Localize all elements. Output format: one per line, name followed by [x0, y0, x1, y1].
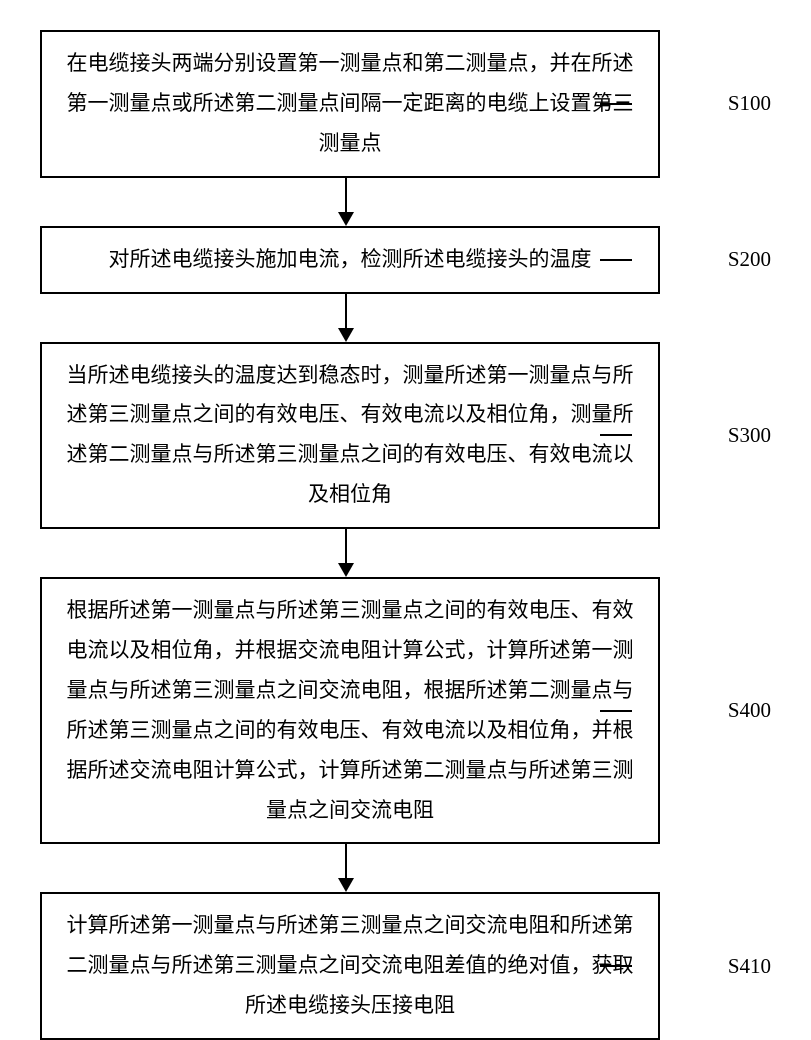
label-connector — [600, 253, 632, 267]
step-label-s100: S100 — [720, 91, 771, 116]
step-row: 根据所述第一测量点与所述第三测量点之间的有效电压、有效电流以及相位角，并根据交流… — [40, 577, 771, 844]
label-connector — [600, 97, 632, 111]
step-label-s200: S200 — [720, 247, 771, 272]
step-label-s300: S300 — [720, 423, 771, 448]
step-box-s400: 根据所述第一测量点与所述第三测量点之间的有效电压、有效电流以及相位角，并根据交流… — [40, 577, 660, 844]
arrow-shaft — [345, 529, 347, 563]
step-text: 对所述电缆接头施加电流，检测所述电缆接头的温度 — [109, 247, 592, 271]
label-connector — [600, 704, 632, 718]
flowchart-container: 在电缆接头两端分别设置第一测量点和第二测量点，并在所述第一测量点或所述第二测量点… — [40, 30, 771, 1040]
arrow-icon — [338, 844, 354, 892]
step-label-s410: S410 — [720, 954, 771, 979]
label-connector — [600, 959, 632, 973]
step-row: 在电缆接头两端分别设置第一测量点和第二测量点，并在所述第一测量点或所述第二测量点… — [40, 30, 771, 178]
arrow-shaft — [345, 294, 347, 328]
arrow-head-icon — [338, 328, 354, 342]
step-row: 计算所述第一测量点与所述第三测量点之间交流电阻和所述第二测量点与所述第三测量点之… — [40, 892, 771, 1040]
step-text: 当所述电缆接头的温度达到稳态时，测量所述第一测量点与所述第三测量点之间的有效电压… — [67, 363, 634, 507]
step-text: 计算所述第一测量点与所述第三测量点之间交流电阻和所述第二测量点与所述第三测量点之… — [67, 913, 634, 1017]
arrow-head-icon — [338, 563, 354, 577]
step-box-s100: 在电缆接头两端分别设置第一测量点和第二测量点，并在所述第一测量点或所述第二测量点… — [40, 30, 660, 178]
arrow-head-icon — [338, 212, 354, 226]
step-row: 当所述电缆接头的温度达到稳态时，测量所述第一测量点与所述第三测量点之间的有效电压… — [40, 342, 771, 530]
label-connector — [600, 428, 632, 442]
arrow-shaft — [345, 844, 347, 878]
step-box-s410: 计算所述第一测量点与所述第三测量点之间交流电阻和所述第二测量点与所述第三测量点之… — [40, 892, 660, 1040]
step-text: 根据所述第一测量点与所述第三测量点之间的有效电压、有效电流以及相位角，并根据交流… — [67, 598, 634, 821]
arrow-icon — [338, 529, 354, 577]
step-label-s400: S400 — [720, 698, 771, 723]
step-box-s200: 对所述电缆接头施加电流，检测所述电缆接头的温度 — [40, 226, 660, 294]
arrow-icon — [338, 178, 354, 226]
step-text: 在电缆接头两端分别设置第一测量点和第二测量点，并在所述第一测量点或所述第二测量点… — [67, 51, 634, 155]
arrow-head-icon — [338, 878, 354, 892]
arrow-icon — [338, 294, 354, 342]
step-row: 对所述电缆接头施加电流，检测所述电缆接头的温度 S200 — [40, 226, 771, 294]
step-box-s300: 当所述电缆接头的温度达到稳态时，测量所述第一测量点与所述第三测量点之间的有效电压… — [40, 342, 660, 530]
arrow-shaft — [345, 178, 347, 212]
